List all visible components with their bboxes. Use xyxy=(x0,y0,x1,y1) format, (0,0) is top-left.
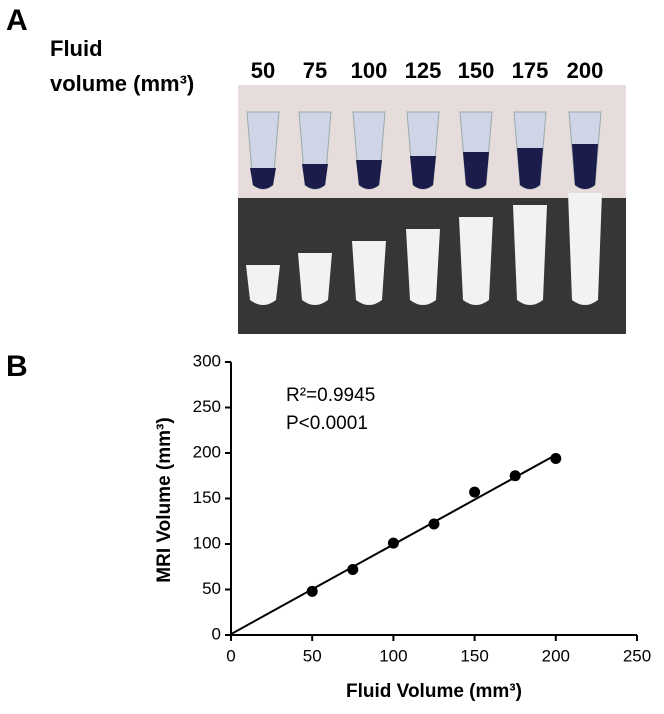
panel-label: B xyxy=(6,350,28,383)
tube-fluid xyxy=(517,148,543,189)
mri-fluid xyxy=(246,265,280,305)
data-point xyxy=(347,563,359,575)
heading: Fluid xyxy=(50,36,103,61)
y-tick-label: 200 xyxy=(193,442,221,461)
y-tick-label: 250 xyxy=(193,397,221,416)
data-point xyxy=(550,452,562,464)
tube-fluid xyxy=(250,168,276,189)
y-tick-label: 100 xyxy=(193,533,221,552)
tube-fluid xyxy=(572,144,598,189)
heading: volume (mm³) xyxy=(50,71,194,96)
y-tick-label: 150 xyxy=(193,488,221,507)
volume-label: 75 xyxy=(303,58,327,83)
volume-label: 175 xyxy=(512,58,549,83)
annotation: R²=0.9945 xyxy=(286,385,375,406)
x-axis-label: Fluid Volume (mm³) xyxy=(346,681,522,702)
tube-fluid xyxy=(463,152,489,189)
data-point xyxy=(387,537,399,549)
y-tick-label: 300 xyxy=(193,351,221,370)
mri-fluid xyxy=(459,217,493,305)
tube-fluid xyxy=(302,164,328,189)
mri-fluid xyxy=(352,241,386,305)
mri-fluid xyxy=(513,205,547,305)
mri-fluid xyxy=(568,193,602,305)
data-point xyxy=(469,486,481,498)
data-point xyxy=(306,585,318,597)
volume-label: 50 xyxy=(251,58,275,83)
mri-fluid xyxy=(298,253,332,305)
annotation: P<0.0001 xyxy=(286,413,368,434)
y-axis-label: MRI Volume (mm³) xyxy=(154,417,175,582)
tube-fluid xyxy=(410,156,436,189)
volume-label: 150 xyxy=(458,58,495,83)
volume-label: 100 xyxy=(351,58,388,83)
x-tick-label: 50 xyxy=(303,646,322,665)
panel-label: A xyxy=(6,4,28,37)
data-point xyxy=(428,518,440,530)
volume-label: 125 xyxy=(405,58,442,83)
x-tick-label: 150 xyxy=(460,646,488,665)
x-tick-label: 100 xyxy=(379,646,407,665)
x-tick-label: 200 xyxy=(542,646,570,665)
y-tick-label: 50 xyxy=(202,579,221,598)
mri-fluid xyxy=(406,229,440,305)
volume-label: 200 xyxy=(567,58,604,83)
x-tick-label: 0 xyxy=(226,646,235,665)
x-tick-label: 250 xyxy=(623,646,651,665)
data-point xyxy=(509,470,521,482)
y-tick-label: 0 xyxy=(212,624,221,643)
tube-fluid xyxy=(356,160,382,189)
